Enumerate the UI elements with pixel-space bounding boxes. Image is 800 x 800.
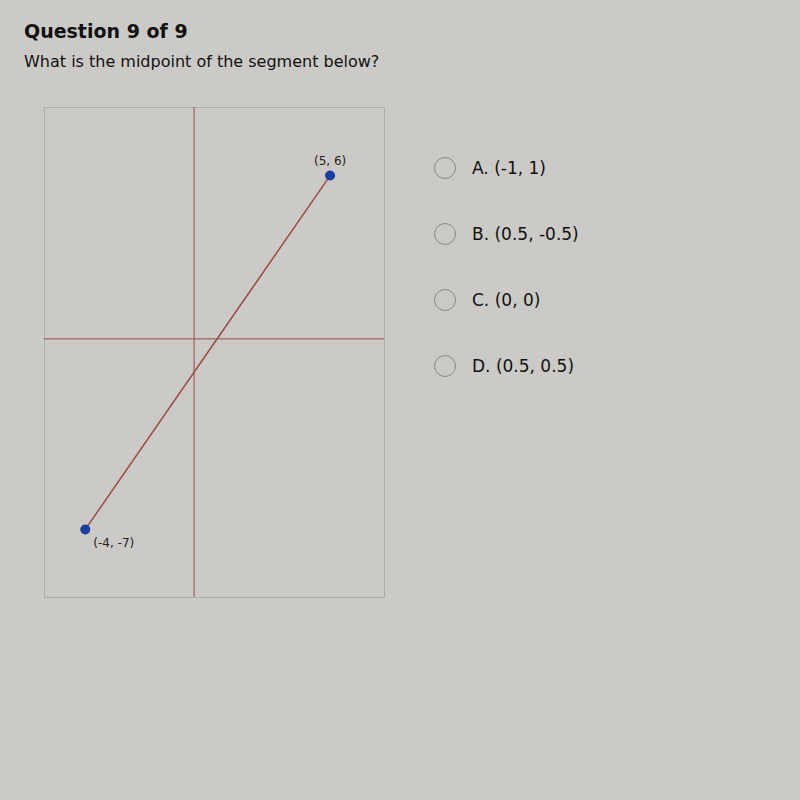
html-text:D. (0.5, 0.5): D. (0.5, 0.5) [472,356,574,376]
html-text:B. (0.5, -0.5): B. (0.5, -0.5) [472,224,579,244]
svg-text:(5, 6): (5, 6) [314,154,346,168]
html-text:A. (-1, 1): A. (-1, 1) [472,158,546,178]
html-text:C. (0, 0): C. (0, 0) [472,290,541,310]
html-text:What is the midpoint of the se: What is the midpoint of the segment belo… [24,52,380,71]
svg-text:(-4, -7): (-4, -7) [93,536,134,550]
html-text:Question 9 of 9: Question 9 of 9 [24,20,188,42]
